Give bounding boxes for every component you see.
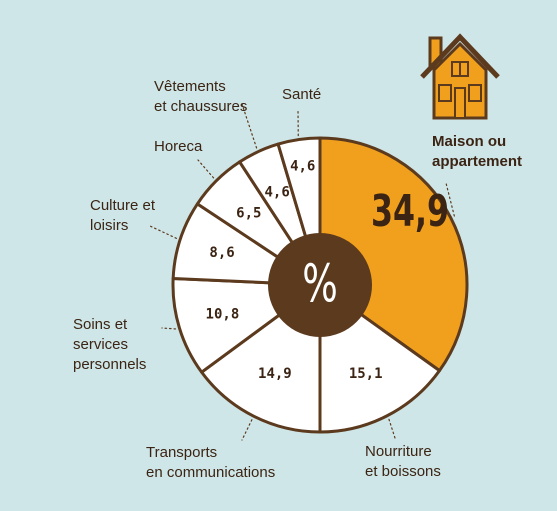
pie-slice-maison — [318, 136, 469, 373]
category-label-horeca: Horeca — [154, 138, 203, 155]
category-label-vetements: Vêtements et chaussures — [154, 78, 248, 115]
category-label-culture: Culture et loisirs — [90, 197, 156, 234]
value-label-horeca: 6,5 — [236, 205, 261, 221]
value-label-maison: 34,9 — [371, 186, 449, 238]
leader-line-soins — [161, 327, 177, 330]
leader-line-maison — [445, 182, 455, 217]
value-label-vetements: 4,6 — [265, 184, 290, 200]
value-labels: 34,915,114,910,88,66,54,64,6 — [206, 158, 450, 382]
center-label: % — [302, 253, 338, 314]
center-badge: % — [268, 233, 372, 337]
category-label-transports: Transports en communications — [146, 444, 276, 481]
category-label-sante: Santé — [282, 86, 322, 103]
value-label-transports: 14,9 — [258, 366, 292, 382]
leader-lines — [149, 103, 455, 441]
house-icon — [420, 33, 500, 120]
house-icon — [420, 33, 500, 120]
center-circle — [268, 233, 372, 337]
leader-line-culture — [149, 225, 177, 239]
value-label-sante: 4,6 — [290, 158, 315, 174]
leader-line-vetements — [241, 103, 258, 149]
value-label-nourriture: 15,1 — [349, 366, 383, 382]
value-label-culture: 8,6 — [209, 245, 234, 261]
category-label-soins: Soins et services personnels — [73, 316, 147, 373]
leader-line-nourriture — [388, 418, 396, 439]
category-label-nourriture: Nourriture et boissons — [365, 443, 441, 480]
category-label-maison: Maison ou appartement — [432, 133, 523, 170]
value-label-soins: 10,8 — [206, 307, 240, 323]
leader-line-transports — [241, 419, 253, 441]
leader-line-horeca — [197, 159, 215, 179]
